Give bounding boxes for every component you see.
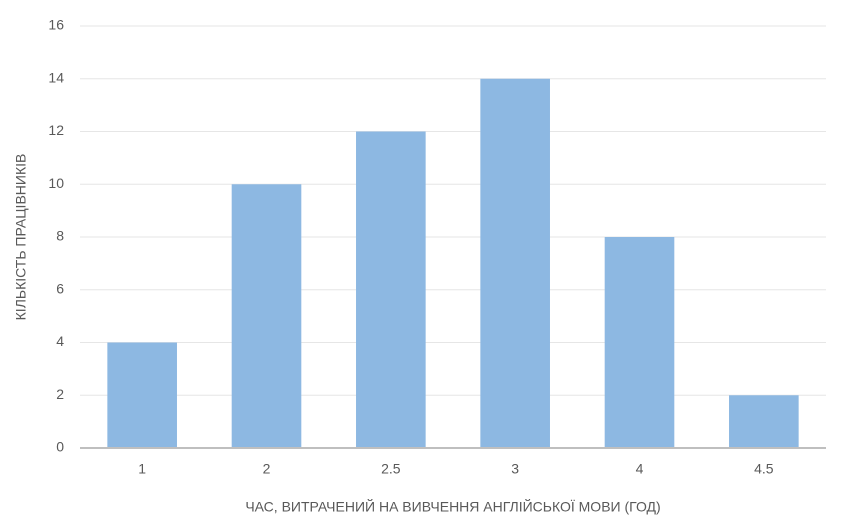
bar — [107, 342, 177, 448]
bar — [356, 131, 426, 448]
y-tick-label: 0 — [56, 439, 64, 455]
y-tick-label: 12 — [48, 122, 64, 138]
y-tick-label: 14 — [48, 69, 64, 85]
x-tick-label: 2.5 — [381, 461, 401, 477]
bar — [729, 395, 799, 448]
y-axis-label: КІЛЬКІСТЬ ПРАЦІВНИКІВ — [13, 154, 29, 321]
y-tick-label: 16 — [48, 17, 64, 33]
x-tick-label: 2 — [263, 461, 271, 477]
bar — [480, 78, 550, 448]
x-tick-label: 1 — [138, 461, 146, 477]
bar — [604, 237, 675, 448]
x-tick-label: 4 — [636, 461, 644, 477]
y-tick-label: 4 — [56, 333, 64, 349]
y-tick-label: 6 — [56, 280, 64, 296]
x-axis-label: ЧАС, ВИТРАЧЕНИЙ НА ВИВЧЕННЯ АНГЛІЙСЬКОЇ … — [245, 498, 660, 515]
y-tick-label: 8 — [56, 228, 64, 244]
x-tick-label: 4.5 — [754, 461, 774, 477]
y-tick-label: 10 — [48, 175, 64, 191]
bar — [231, 184, 302, 448]
x-tick-label: 3 — [511, 461, 519, 477]
y-tick-label: 2 — [56, 386, 64, 402]
